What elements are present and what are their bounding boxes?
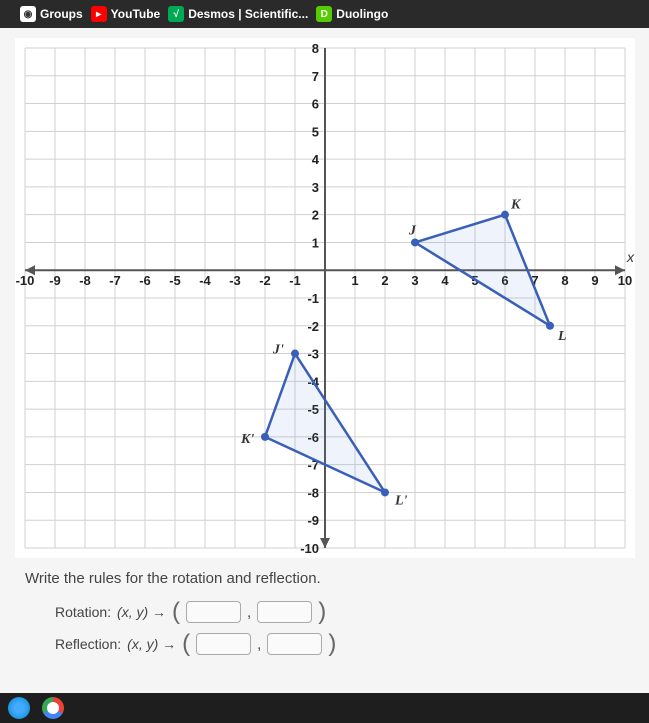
svg-text:2: 2 xyxy=(311,208,318,223)
open-paren-2: ( xyxy=(182,634,190,654)
svg-text:1: 1 xyxy=(351,273,358,288)
svg-text:J: J xyxy=(408,223,417,238)
svg-text:-9: -9 xyxy=(49,273,61,288)
bookmark-duolingo[interactable]: D Duolingo xyxy=(316,6,388,22)
bookmark-groups[interactable]: ◉ Groups xyxy=(20,6,83,22)
reflection-lhs: (x, y) → xyxy=(127,636,176,652)
svg-text:4: 4 xyxy=(441,273,449,288)
rotation-x-input[interactable] xyxy=(186,601,241,623)
comma: , xyxy=(247,604,251,621)
coordinate-grid: -10 -9 -8 -7 -6 -5 -4 -3 -2 -1 1 2 3 4 5 6 7 8 9 10 -10 -9 -8 -… xyxy=(15,38,635,558)
youtube-icon: ▸ xyxy=(91,6,107,22)
svg-text:J': J' xyxy=(272,343,284,358)
svg-text:L: L xyxy=(557,329,567,344)
svg-text:9: 9 xyxy=(591,273,598,288)
svg-text:-1: -1 xyxy=(289,273,301,288)
svg-text:-2: -2 xyxy=(307,319,319,334)
close-paren-2: ) xyxy=(328,634,336,654)
svg-text:-3: -3 xyxy=(229,273,241,288)
svg-text:3: 3 xyxy=(411,273,418,288)
svg-text:K': K' xyxy=(240,432,254,447)
rotation-row: Rotation: (x, y) → ( , ) xyxy=(55,601,624,623)
duolingo-icon: D xyxy=(316,6,332,22)
svg-text:1: 1 xyxy=(311,235,318,250)
svg-text:3: 3 xyxy=(311,180,318,195)
bookmark-desmos[interactable]: √ Desmos | Scientific... xyxy=(168,6,308,22)
svg-text:-8: -8 xyxy=(79,273,91,288)
reflection-row: Reflection: (x, y) → ( , ) xyxy=(55,633,624,655)
svg-text:8: 8 xyxy=(311,41,318,56)
svg-text:6: 6 xyxy=(311,97,318,112)
svg-text:4: 4 xyxy=(311,152,319,167)
reflection-y-input[interactable] xyxy=(267,633,322,655)
question-prompt: Write the rules for the rotation and ref… xyxy=(25,570,624,587)
bookmark-desmos-label: Desmos | Scientific... xyxy=(188,7,308,21)
svg-text:K: K xyxy=(510,198,522,213)
rotation-y-input[interactable] xyxy=(257,601,312,623)
rotation-lhs: (x, y) → xyxy=(117,604,166,620)
svg-text:5: 5 xyxy=(311,124,318,139)
svg-text:-8: -8 xyxy=(307,485,319,500)
svg-text:8: 8 xyxy=(561,273,568,288)
taskbar xyxy=(0,693,649,723)
svg-text:7: 7 xyxy=(311,69,318,84)
svg-text:-7: -7 xyxy=(109,273,121,288)
grid-svg: -10 -9 -8 -7 -6 -5 -4 -3 -2 -1 1 2 3 4 5 6 7 8 9 10 -10 -9 -8 -… xyxy=(15,38,635,558)
bookmark-duolingo-label: Duolingo xyxy=(336,7,388,21)
reflection-x-input[interactable] xyxy=(196,633,251,655)
svg-text:-1: -1 xyxy=(307,291,319,306)
question-area: Write the rules for the rotation and ref… xyxy=(25,570,624,655)
svg-text:-4: -4 xyxy=(199,273,211,288)
start-icon[interactable] xyxy=(8,697,30,719)
svg-text:-10: -10 xyxy=(15,273,34,288)
bookmark-youtube-label: YouTube xyxy=(111,7,161,21)
comma-2: , xyxy=(257,636,261,653)
reflection-label: Reflection: xyxy=(55,636,121,652)
svg-text:-10: -10 xyxy=(300,541,319,556)
content-area: -10 -9 -8 -7 -6 -5 -4 -3 -2 -1 1 2 3 4 5 6 7 8 9 10 -10 -9 -8 -… xyxy=(0,28,649,693)
desmos-icon: √ xyxy=(168,6,184,22)
bookmark-bar: ◉ Groups ▸ YouTube √ Desmos | Scientific… xyxy=(0,0,649,28)
svg-text:-2: -2 xyxy=(259,273,271,288)
svg-text:2: 2 xyxy=(381,273,388,288)
svg-text:-5: -5 xyxy=(169,273,181,288)
bookmark-youtube[interactable]: ▸ YouTube xyxy=(91,6,161,22)
svg-text:x: x xyxy=(626,249,635,265)
groups-icon: ◉ xyxy=(20,6,36,22)
open-paren: ( xyxy=(172,602,180,622)
bookmark-groups-label: Groups xyxy=(40,7,83,21)
svg-text:-6: -6 xyxy=(139,273,151,288)
svg-text:L': L' xyxy=(394,493,408,508)
svg-text:-9: -9 xyxy=(307,513,319,528)
svg-text:10: 10 xyxy=(617,273,631,288)
svg-text:-3: -3 xyxy=(307,347,319,362)
chrome-icon[interactable] xyxy=(42,697,64,719)
rotation-label: Rotation: xyxy=(55,604,111,620)
close-paren: ) xyxy=(318,602,326,622)
